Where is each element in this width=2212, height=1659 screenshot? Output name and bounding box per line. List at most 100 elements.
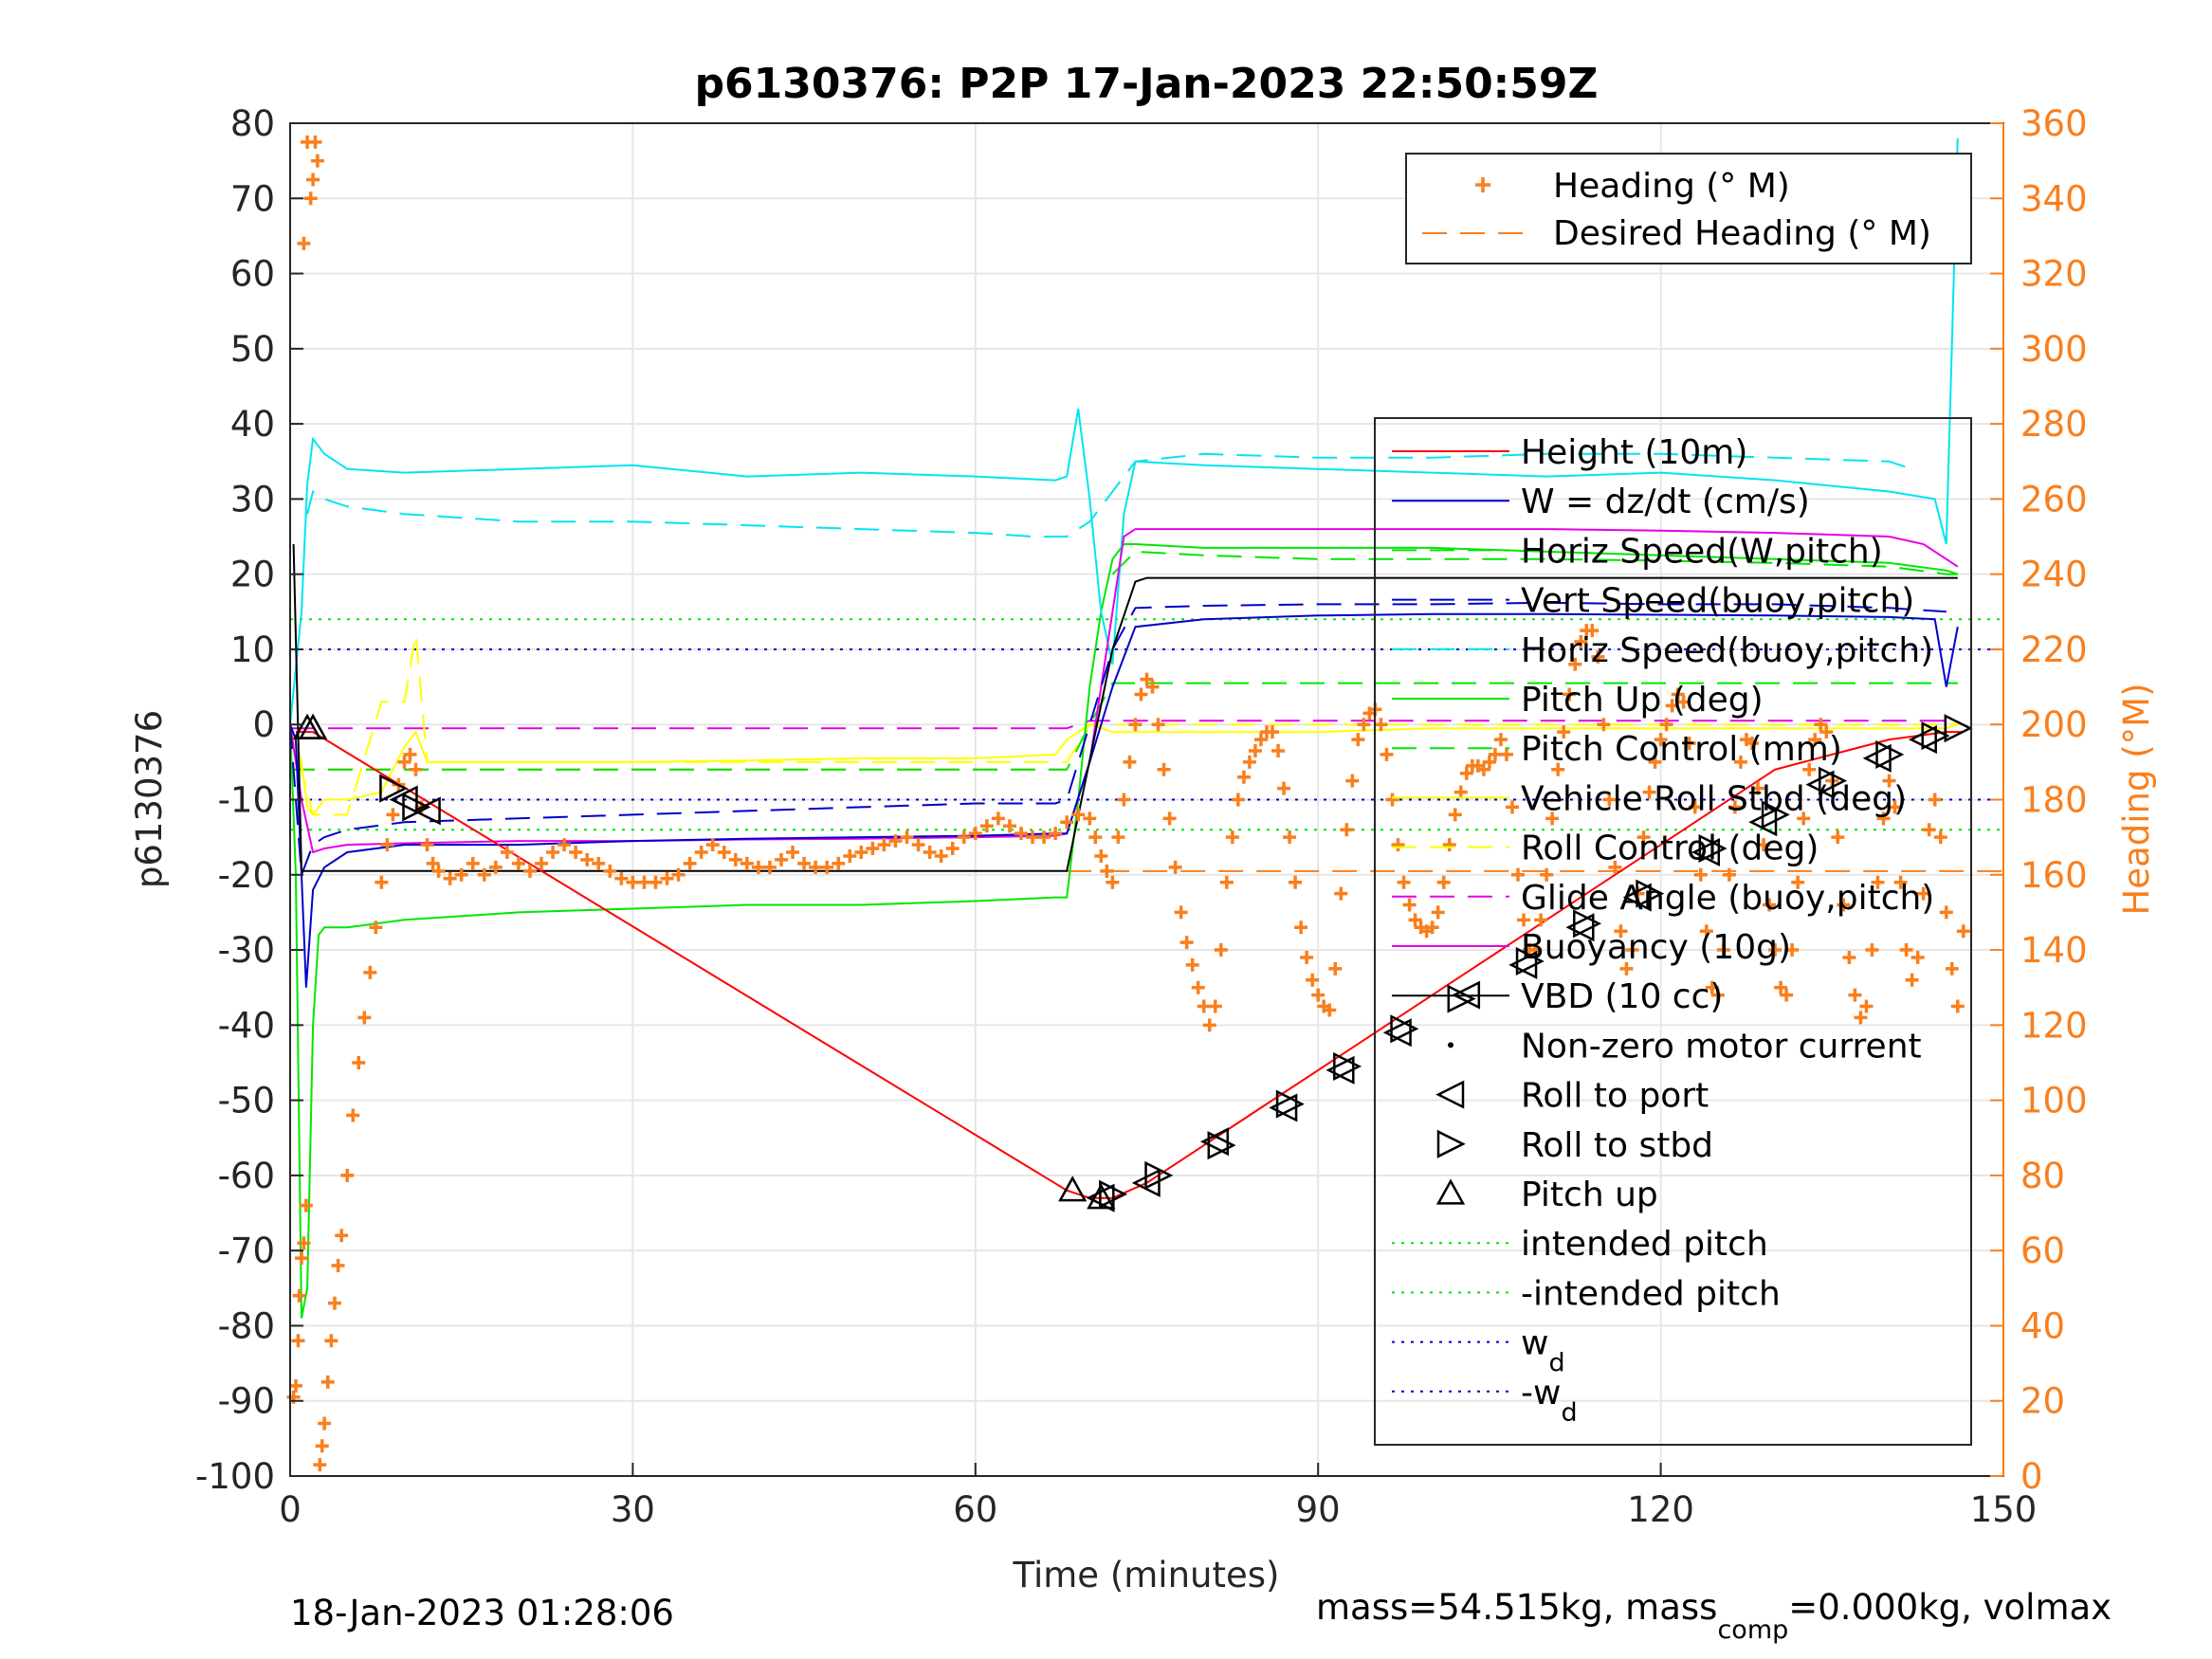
heading-point (1636, 830, 1651, 845)
y-tick-label: -100 (195, 1456, 275, 1497)
heading-point (1802, 762, 1817, 776)
y-tick-label: -10 (218, 780, 275, 821)
heading-point (1757, 838, 1771, 852)
legend-label: Vehicle Roll Stbd (deg) (1521, 779, 1907, 818)
pitch-control-line (290, 682, 1958, 771)
legend-label: Horiz Speed(W,pitch) (1521, 532, 1883, 571)
horiz-speed-w-line (1111, 550, 1958, 575)
heading-point (637, 875, 651, 889)
heading-point (1659, 718, 1673, 732)
legend-label: Pitch Control (mm) (1521, 730, 1842, 769)
heading-point (1654, 733, 1668, 747)
heading-point (1374, 718, 1388, 732)
heading-point (1482, 755, 1496, 769)
roll-to-stbd-marker (1573, 909, 1602, 939)
heading-point (331, 1259, 345, 1273)
heading-point (1699, 924, 1713, 939)
heading-point (1540, 867, 1554, 882)
y-tick-label: 30 (230, 479, 275, 520)
heading-point (511, 856, 525, 870)
heading-point (327, 1296, 341, 1310)
heading-point (1780, 988, 1794, 1002)
heading-point (1899, 943, 1913, 957)
heading-point (603, 864, 617, 878)
heading-point (306, 173, 320, 187)
heading-point (854, 845, 868, 859)
heading-point (1236, 770, 1251, 784)
pitch-up-marker (1087, 1183, 1116, 1210)
heading-point (1266, 725, 1280, 739)
heading-point (1157, 762, 1171, 776)
x-tick-label: 150 (1970, 1489, 2038, 1530)
heading-point (1060, 815, 1074, 830)
heading-point (968, 827, 982, 841)
heading-point (335, 1229, 349, 1243)
heading-point (1619, 961, 1634, 975)
x-axis-label: Time (minutes) (1013, 1555, 1280, 1595)
vehicle-roll-line (289, 723, 1959, 817)
y-right-tick-label: 60 (2020, 1231, 2065, 1271)
y-right-tick-label: 20 (2020, 1381, 2065, 1422)
heading-point (443, 871, 457, 885)
heading-point (740, 856, 754, 870)
x-tick-label: 60 (953, 1489, 997, 1530)
heading-point (1111, 830, 1125, 845)
heading-point (1648, 755, 1662, 769)
heading-point (1340, 823, 1354, 837)
legend-label: Glide Angle (buoy,pitch) (1521, 879, 1934, 918)
footer-timestamp: 18-Jan-2023 01:28:06 (290, 1593, 674, 1633)
heading-point (522, 864, 537, 878)
roll-to-stbd-marker (379, 774, 409, 803)
heading-point (1145, 680, 1160, 694)
heading-point (1722, 867, 1736, 882)
legend-main: Height (10m) W = dz/dt (cm/s) Horiz Speed(… (1374, 417, 1972, 1446)
heading-point (1939, 905, 1953, 920)
heading-point (535, 856, 549, 870)
heading-point (488, 860, 503, 874)
heading-point (1071, 808, 1086, 822)
y-right-tick-label: 80 (2020, 1156, 2065, 1196)
heading-point (1442, 838, 1456, 852)
heading-point (1517, 913, 1531, 927)
y-right-tick-label: 240 (2020, 555, 2088, 595)
heading-point (1871, 875, 1885, 889)
heading-point (888, 834, 903, 848)
heading-point (1197, 999, 1211, 1013)
x-tick-label: 0 (279, 1489, 302, 1530)
y-tick-label: -50 (218, 1081, 275, 1121)
legend-main-box (1374, 417, 1972, 1446)
legend-swatch (1448, 1042, 1453, 1048)
heading-point (1557, 725, 1571, 739)
horiz-speed-buoy-dashed-line (306, 452, 1912, 538)
heading-point (1814, 718, 1828, 732)
heading-point (832, 856, 846, 870)
heading-point (1671, 687, 1685, 702)
legend-label: Pitch Up (deg) (1521, 681, 1764, 720)
y-tick-label: 20 (230, 555, 275, 595)
heading-point (1608, 860, 1622, 874)
roll-to-stbd-marker (1099, 1179, 1128, 1209)
heading-point (1710, 988, 1725, 1002)
y-tick-label: -80 (218, 1305, 275, 1346)
legend-heading-marker (1475, 177, 1490, 192)
heading-point (923, 845, 937, 859)
heading-point (297, 236, 311, 250)
y-tick-label: -60 (218, 1156, 275, 1196)
heading-point (1950, 999, 1965, 1013)
y-tick-label: 10 (230, 629, 275, 670)
heading-point (409, 762, 423, 776)
y-tick-label: -70 (218, 1231, 275, 1271)
heading-point (1797, 811, 1811, 826)
heading-point (426, 856, 440, 870)
heading-point (877, 838, 891, 852)
heading-point (1106, 875, 1120, 889)
heading-point (1191, 980, 1205, 994)
heading-point (1014, 827, 1028, 841)
heading-point (1614, 924, 1628, 939)
heading-point (797, 856, 812, 870)
heading-point (1922, 823, 1936, 837)
heading-point (315, 1439, 329, 1453)
heading-point (1791, 875, 1805, 889)
legend-label-sub: d (1561, 1398, 1577, 1428)
